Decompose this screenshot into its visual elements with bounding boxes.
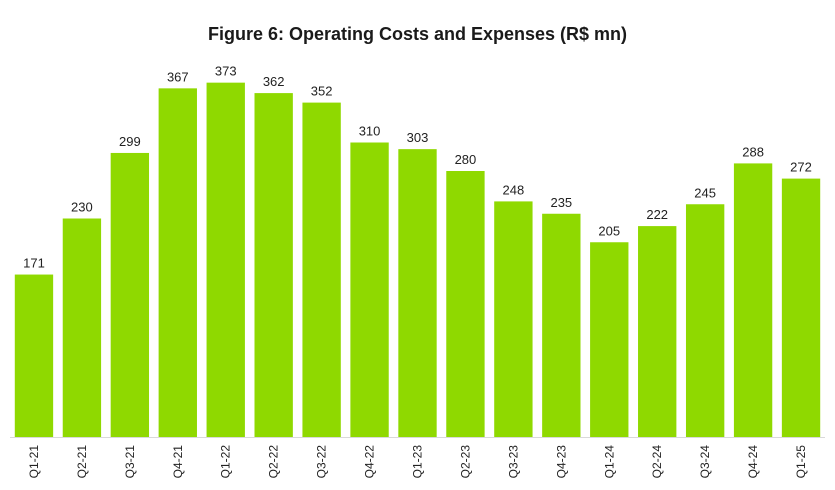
- data-label-Q4-23: 235: [550, 195, 572, 210]
- x-tick-label-Q3-21: Q3-21: [123, 445, 137, 479]
- data-label-Q1-21: 171: [23, 256, 45, 271]
- bar-Q4-22: [350, 142, 389, 437]
- data-label-Q1-22: 373: [215, 64, 237, 79]
- data-label-Q3-21: 299: [119, 134, 141, 149]
- x-tick-label-Q1-22: Q1-22: [219, 445, 233, 479]
- bar-Q4-24: [733, 163, 773, 437]
- x-tick-label-Q1-25: Q1-25: [794, 445, 808, 479]
- data-label-Q1-24: 205: [598, 223, 620, 238]
- bar-Q1-23: [398, 149, 437, 437]
- x-tick-label-Q4-22: Q4-22: [363, 445, 377, 479]
- bar-Q3-21: [110, 152, 150, 437]
- data-label-Q1-25: 272: [790, 160, 812, 175]
- data-label-Q3-24: 245: [694, 185, 716, 200]
- x-tick-label-Q1-23: Q1-23: [411, 445, 425, 479]
- data-label-Q2-24: 222: [646, 207, 668, 222]
- bar-Q3-23: [494, 201, 533, 437]
- data-label-Q2-22: 362: [263, 74, 285, 89]
- bar-Q4-21: [158, 88, 197, 437]
- bar-Q2-21: [62, 218, 102, 437]
- bar-Q1-21: [14, 274, 54, 437]
- chart-title: Figure 6: Operating Costs and Expenses (…: [207, 24, 628, 44]
- bar-Q3-22: [302, 102, 341, 437]
- data-label-Q3-22: 352: [311, 84, 333, 99]
- x-tick-label-Q2-23: Q2-23: [458, 445, 472, 479]
- bar-Q2-23: [446, 171, 485, 437]
- data-label-Q4-21: 367: [167, 69, 189, 84]
- bar-Q1-22: [206, 82, 245, 438]
- data-label-Q2-21: 230: [71, 200, 93, 215]
- data-label-Q3-23: 248: [503, 182, 525, 197]
- x-tick-label-Q4-24: Q4-24: [746, 445, 760, 479]
- x-tick-label-Q3-24: Q3-24: [698, 445, 712, 479]
- x-tick-label-Q3-23: Q3-23: [506, 445, 520, 479]
- x-tick-label-Q2-24: Q2-24: [650, 445, 664, 479]
- bar-Q4-23: [542, 213, 581, 437]
- x-tick-label-Q3-22: Q3-22: [315, 445, 329, 479]
- bar-Q2-22: [254, 93, 293, 437]
- x-tick-label-Q2-21: Q2-21: [75, 445, 89, 479]
- data-label-Q2-23: 280: [455, 152, 477, 167]
- data-label-Q1-23: 303: [407, 130, 429, 145]
- x-tick-label-Q4-23: Q4-23: [554, 445, 568, 479]
- x-tick-label-Q1-24: Q1-24: [602, 445, 616, 479]
- x-tick-label-Q2-22: Q2-22: [267, 445, 281, 479]
- data-label-Q4-22: 310: [359, 124, 381, 139]
- bar-Q2-24: [638, 226, 677, 437]
- bar-Q1-25: [781, 178, 821, 437]
- bar-Q3-24: [685, 204, 725, 437]
- data-label-Q4-24: 288: [742, 144, 764, 159]
- x-tick-label-Q1-21: Q1-21: [27, 445, 41, 479]
- bar-Q1-24: [590, 242, 629, 437]
- x-tick-label-Q4-21: Q4-21: [171, 445, 185, 479]
